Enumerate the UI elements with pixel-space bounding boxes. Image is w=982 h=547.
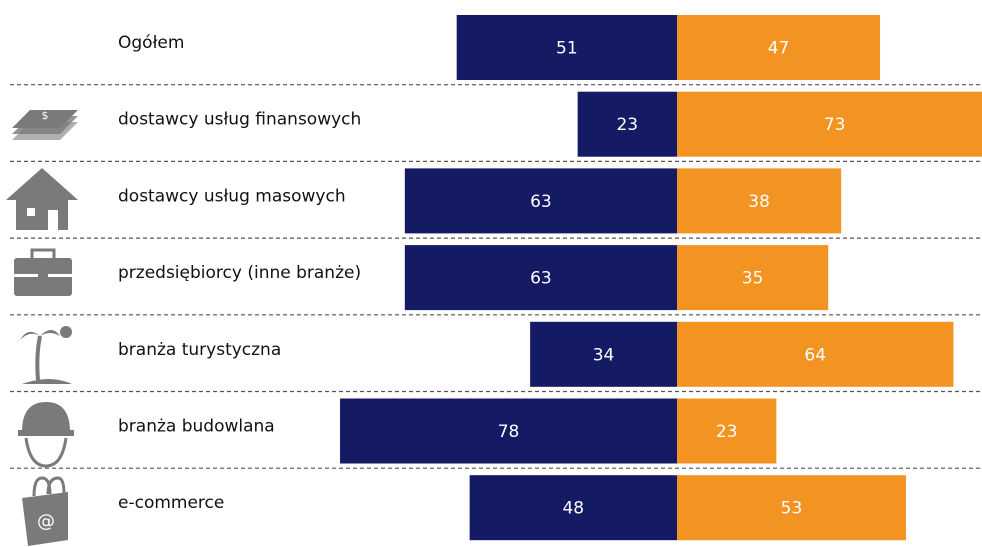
value-label: 34	[593, 345, 615, 365]
value-label: 35	[742, 269, 764, 289]
category-label: Ogółem	[118, 33, 184, 53]
bar	[677, 398, 777, 464]
value-label: 53	[781, 499, 803, 519]
icons: $ @	[6, 109, 78, 546]
category-label: dostawcy usług finansowych	[118, 110, 361, 130]
category-label: branża turystyczna	[118, 340, 281, 360]
bar	[577, 91, 677, 157]
bar	[456, 15, 677, 80]
bar	[677, 245, 829, 311]
category-label: branża budowlana	[118, 417, 275, 437]
value-label: 63	[530, 192, 552, 212]
value-label: 78	[498, 422, 520, 442]
value-label: 51	[556, 39, 578, 59]
shopping-bag-icon: @	[22, 476, 68, 546]
bar	[677, 168, 842, 234]
value-label: 23	[716, 422, 738, 442]
bar	[530, 321, 677, 387]
palm-icon	[20, 326, 72, 384]
bar	[677, 475, 906, 541]
svg-text:@: @	[37, 511, 55, 532]
bar	[677, 321, 954, 387]
value-label: 23	[616, 115, 638, 135]
value-label: 47	[768, 39, 790, 59]
helmet-icon	[18, 402, 74, 468]
bar	[340, 398, 677, 464]
money-icon: $	[12, 109, 78, 140]
category-label: przedsiębiorcy (inne branże)	[118, 263, 361, 283]
category-label: e-commerce	[118, 493, 224, 513]
bar	[677, 91, 982, 157]
value-label: 73	[824, 115, 846, 135]
bar	[469, 475, 677, 541]
value-label: 63	[530, 269, 552, 289]
bar	[404, 245, 677, 311]
briefcase-icon	[14, 248, 72, 296]
value-label: 64	[804, 345, 826, 365]
bar	[677, 15, 881, 80]
value-label: 48	[562, 499, 584, 519]
svg-text:$: $	[42, 109, 49, 122]
house-icon	[6, 168, 78, 230]
value-label: 38	[748, 192, 770, 212]
category-label: dostawcy usług masowych	[118, 186, 346, 206]
bar	[404, 168, 677, 234]
